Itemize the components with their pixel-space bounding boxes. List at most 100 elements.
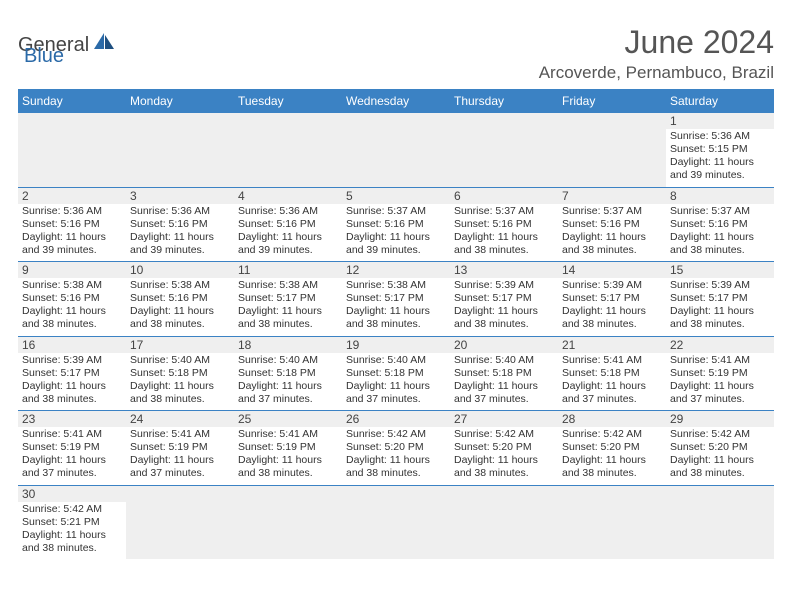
weekday-header: Monday [126, 89, 234, 113]
calendar-day: 27Sunrise: 5:42 AMSunset: 5:20 PMDayligh… [450, 411, 558, 485]
sunrise-line: Sunrise: 5:36 AM [22, 205, 122, 218]
calendar-day [126, 113, 234, 187]
sunset-line: Sunset: 5:16 PM [22, 218, 122, 231]
sunset-line: Sunset: 5:21 PM [22, 516, 122, 529]
day-number: 22 [670, 338, 770, 353]
calendar-day: 3Sunrise: 5:36 AMSunset: 5:16 PMDaylight… [126, 188, 234, 262]
sunrise-line: Sunrise: 5:38 AM [346, 279, 446, 292]
calendar-day: 19Sunrise: 5:40 AMSunset: 5:18 PMDayligh… [342, 337, 450, 411]
day-number: 19 [346, 338, 446, 353]
calendar-day: 16Sunrise: 5:39 AMSunset: 5:17 PMDayligh… [18, 337, 126, 411]
calendar-day [18, 113, 126, 187]
calendar-day: 8Sunrise: 5:37 AMSunset: 5:16 PMDaylight… [666, 188, 774, 262]
sunrise-line: Sunrise: 5:39 AM [454, 279, 554, 292]
sunrise-line: Sunrise: 5:36 AM [670, 130, 770, 143]
sunrise-line: Sunrise: 5:42 AM [346, 428, 446, 441]
sunrise-line: Sunrise: 5:37 AM [670, 205, 770, 218]
calendar-day: 5Sunrise: 5:37 AMSunset: 5:16 PMDaylight… [342, 188, 450, 262]
sunrise-line: Sunrise: 5:42 AM [670, 428, 770, 441]
calendar-day: 11Sunrise: 5:38 AMSunset: 5:17 PMDayligh… [234, 262, 342, 336]
daylight-line: Daylight: 11 hours and 38 minutes. [346, 305, 446, 331]
weekday-header: Wednesday [342, 89, 450, 113]
daylight-line: Daylight: 11 hours and 38 minutes. [238, 454, 338, 480]
calendar-day: 12Sunrise: 5:38 AMSunset: 5:17 PMDayligh… [342, 262, 450, 336]
sail-icon [93, 32, 115, 55]
sunrise-line: Sunrise: 5:41 AM [670, 354, 770, 367]
day-number: 8 [670, 189, 770, 204]
calendar-day: 9Sunrise: 5:38 AMSunset: 5:16 PMDaylight… [18, 262, 126, 336]
daylight-line: Daylight: 11 hours and 38 minutes. [562, 305, 662, 331]
day-number: 12 [346, 263, 446, 278]
weekday-header: Thursday [450, 89, 558, 113]
sunrise-line: Sunrise: 5:38 AM [130, 279, 230, 292]
daylight-line: Daylight: 11 hours and 38 minutes. [670, 305, 770, 331]
daylight-line: Daylight: 11 hours and 38 minutes. [130, 380, 230, 406]
brand-part2: Blue [24, 45, 64, 68]
sunrise-line: Sunrise: 5:36 AM [238, 205, 338, 218]
calendar-day: 26Sunrise: 5:42 AMSunset: 5:20 PMDayligh… [342, 411, 450, 485]
calendar-week: 23Sunrise: 5:41 AMSunset: 5:19 PMDayligh… [18, 411, 774, 486]
sunset-line: Sunset: 5:18 PM [562, 367, 662, 380]
day-number: 14 [562, 263, 662, 278]
weekday-header: Tuesday [234, 89, 342, 113]
daylight-line: Daylight: 11 hours and 38 minutes. [562, 231, 662, 257]
calendar-day [342, 113, 450, 187]
calendar-day [450, 486, 558, 560]
sunset-line: Sunset: 5:16 PM [670, 218, 770, 231]
sunrise-line: Sunrise: 5:38 AM [238, 279, 338, 292]
calendar-day [342, 486, 450, 560]
sunrise-line: Sunrise: 5:40 AM [346, 354, 446, 367]
day-number: 25 [238, 412, 338, 427]
sunset-line: Sunset: 5:20 PM [454, 441, 554, 454]
sunset-line: Sunset: 5:19 PM [670, 367, 770, 380]
calendar-day: 25Sunrise: 5:41 AMSunset: 5:19 PMDayligh… [234, 411, 342, 485]
day-number: 10 [130, 263, 230, 278]
sunset-line: Sunset: 5:20 PM [562, 441, 662, 454]
sunset-line: Sunset: 5:16 PM [130, 292, 230, 305]
daylight-line: Daylight: 11 hours and 39 minutes. [670, 156, 770, 182]
sunset-line: Sunset: 5:17 PM [670, 292, 770, 305]
calendar-day [558, 486, 666, 560]
day-number: 9 [22, 263, 122, 278]
sunrise-line: Sunrise: 5:41 AM [562, 354, 662, 367]
day-number: 11 [238, 263, 338, 278]
weekday-header: Sunday [18, 89, 126, 113]
sunrise-line: Sunrise: 5:41 AM [22, 428, 122, 441]
calendar-week: 1Sunrise: 5:36 AMSunset: 5:15 PMDaylight… [18, 113, 774, 188]
daylight-line: Daylight: 11 hours and 37 minutes. [238, 380, 338, 406]
calendar: SundayMondayTuesdayWednesdayThursdayFrid… [18, 89, 774, 559]
daylight-line: Daylight: 11 hours and 38 minutes. [238, 305, 338, 331]
weekday-header-row: SundayMondayTuesdayWednesdayThursdayFrid… [18, 89, 774, 113]
sunset-line: Sunset: 5:19 PM [22, 441, 122, 454]
day-number: 15 [670, 263, 770, 278]
daylight-line: Daylight: 11 hours and 38 minutes. [22, 529, 122, 555]
calendar-day [234, 486, 342, 560]
sunrise-line: Sunrise: 5:38 AM [22, 279, 122, 292]
header: General Blue June 2024 Arcoverde, Pernam… [18, 24, 774, 83]
daylight-line: Daylight: 11 hours and 38 minutes. [454, 305, 554, 331]
sunset-line: Sunset: 5:16 PM [562, 218, 662, 231]
calendar-day [234, 113, 342, 187]
sunrise-line: Sunrise: 5:37 AM [346, 205, 446, 218]
day-number: 5 [346, 189, 446, 204]
calendar-week: 16Sunrise: 5:39 AMSunset: 5:17 PMDayligh… [18, 337, 774, 412]
daylight-line: Daylight: 11 hours and 39 minutes. [130, 231, 230, 257]
day-number: 29 [670, 412, 770, 427]
daylight-line: Daylight: 11 hours and 38 minutes. [22, 380, 122, 406]
sunrise-line: Sunrise: 5:37 AM [454, 205, 554, 218]
calendar-day: 17Sunrise: 5:40 AMSunset: 5:18 PMDayligh… [126, 337, 234, 411]
sunrise-line: Sunrise: 5:42 AM [454, 428, 554, 441]
title-block: June 2024 Arcoverde, Pernambuco, Brazil [539, 24, 774, 83]
calendar-day: 30Sunrise: 5:42 AMSunset: 5:21 PMDayligh… [18, 486, 126, 560]
day-number: 21 [562, 338, 662, 353]
sunset-line: Sunset: 5:16 PM [130, 218, 230, 231]
calendar-day: 7Sunrise: 5:37 AMSunset: 5:16 PMDaylight… [558, 188, 666, 262]
daylight-line: Daylight: 11 hours and 37 minutes. [670, 380, 770, 406]
day-number: 4 [238, 189, 338, 204]
sunset-line: Sunset: 5:16 PM [454, 218, 554, 231]
sunset-line: Sunset: 5:18 PM [238, 367, 338, 380]
daylight-line: Daylight: 11 hours and 38 minutes. [562, 454, 662, 480]
weekday-header: Friday [558, 89, 666, 113]
sunset-line: Sunset: 5:19 PM [238, 441, 338, 454]
calendar-day [126, 486, 234, 560]
